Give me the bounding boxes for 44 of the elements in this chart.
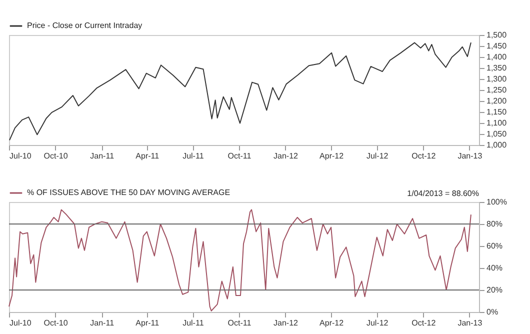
x-tick-label: Apr-12	[320, 318, 344, 328]
x-tick-label: Oct-12	[412, 152, 436, 160]
line-series	[8, 209, 472, 312]
x-tick-label: Oct-11	[228, 318, 252, 328]
x-tick-label: Oct-11	[228, 152, 252, 160]
y-tick-label: 1,150	[486, 108, 508, 116]
x-tick-label: Jul-11	[182, 318, 204, 328]
y-tick-label: 1,450	[486, 42, 508, 50]
x-tick-label: Oct-12	[412, 318, 436, 328]
y-tick-label: 100%	[486, 198, 507, 206]
x-tick-label: Jul-12	[366, 318, 389, 328]
x-tick-label: Jan-11	[90, 152, 115, 160]
x-tick-label: Jan-12	[274, 318, 299, 328]
line-series	[9, 42, 472, 141]
x-tick-label: Jan-13	[458, 152, 483, 160]
y-tick-label: 1,100	[486, 118, 508, 128]
y-tick-label: 0%	[486, 308, 498, 316]
x-tick-label: Apr-11	[136, 152, 160, 160]
x-tick-label: Jul-11	[182, 152, 204, 160]
y-tick-label: 1,250	[486, 86, 508, 94]
x-tick-label: Jul-12	[366, 152, 389, 160]
x-tick-label: Oct-10	[44, 152, 68, 160]
y-tick-label: 1,000	[486, 140, 508, 150]
y-tick-label: 40%	[486, 264, 503, 272]
text: 1/04/2013 = 88.60%	[407, 189, 479, 198]
y-tick-label: 1,300	[486, 74, 508, 84]
y-tick-label: 1,500	[486, 30, 508, 40]
y-tick-label: 20%	[486, 286, 503, 294]
y-tick-label: 80%	[486, 220, 503, 228]
x-tick-label: Jan-13	[458, 318, 483, 328]
legend-label: Price - Close or Current Intraday	[27, 21, 142, 30]
y-tick-label: 60%	[486, 242, 503, 250]
x-tick-label: Oct-10	[44, 318, 68, 328]
x-tick-label: Jul-10	[10, 152, 32, 160]
y-tick-label: 1,200	[486, 96, 508, 106]
x-tick-label: Jan-11	[90, 318, 115, 328]
legend-label: % OF ISSUES ABOVE THE 50 DAY MOVING AVERAGE	[27, 188, 230, 197]
y-tick-label: 1,350	[486, 64, 508, 72]
x-tick-label: Apr-12	[320, 152, 344, 160]
x-tick-label: Jul-10	[10, 318, 32, 328]
x-tick-label: Jan-12	[274, 152, 299, 160]
y-tick-label: 1,050	[486, 130, 508, 138]
x-tick-label: Apr-11	[136, 318, 160, 328]
y-tick-label: 1,400	[486, 52, 508, 62]
